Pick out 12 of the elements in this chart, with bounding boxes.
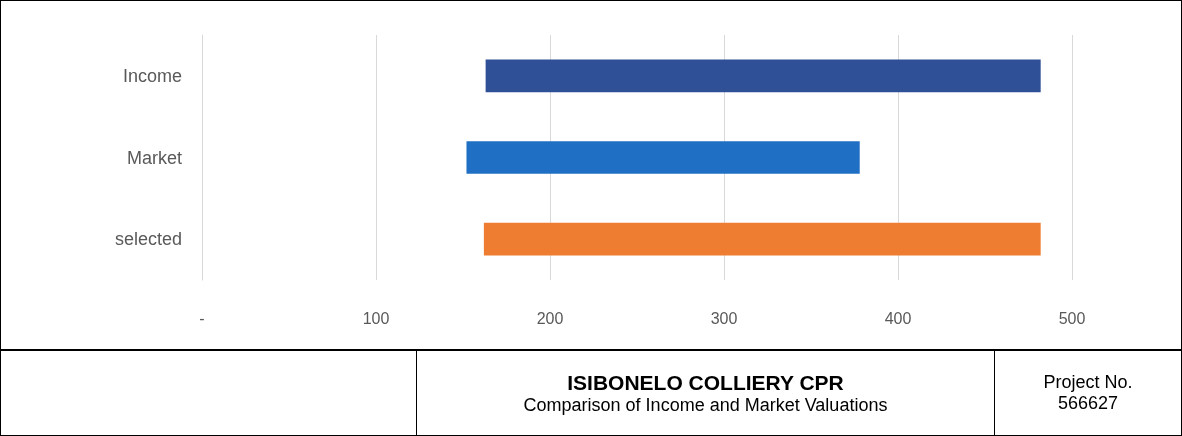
x-tick-label: 100: [362, 309, 390, 327]
y-tick-label: Income: [122, 65, 182, 86]
x-tick-label: 200: [536, 309, 564, 327]
text: Project No. 566627: [994, 350, 1182, 436]
x-tick-label: 400: [884, 309, 912, 327]
x-tick-label: 300: [710, 309, 738, 327]
y-tick-label: selected: [114, 229, 182, 250]
y-tick-label: Market: [126, 147, 182, 168]
text: Comparison of Income and Market Valuations: [522, 394, 889, 416]
x-tick-label: -: [199, 309, 205, 327]
text: ISIBONELO COLLIERY CPR: [566, 370, 845, 395]
x-tick-label: 500: [1058, 309, 1086, 327]
